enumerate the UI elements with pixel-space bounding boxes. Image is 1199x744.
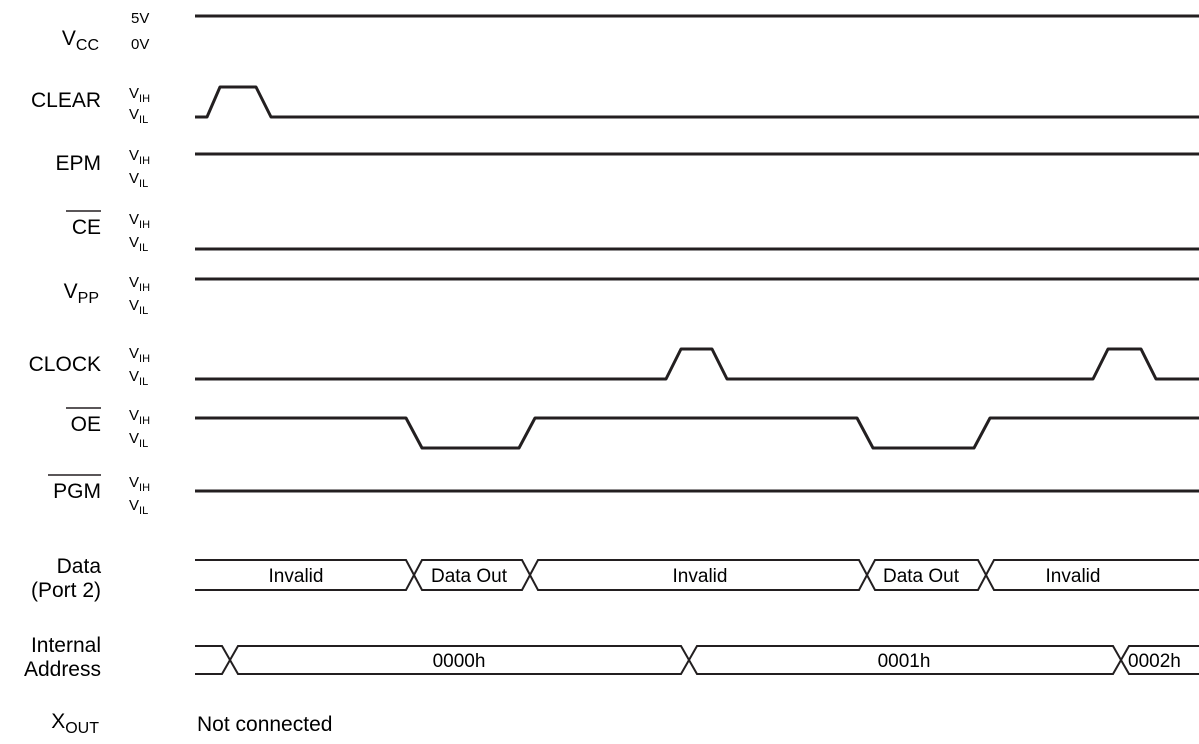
oe-vih-label: VIH (129, 407, 150, 427)
xout-label: XOUT (51, 710, 99, 737)
clock-waveform (195, 347, 1199, 381)
clear-label: CLEAR (31, 89, 101, 112)
address-segment-3: 0002h (1128, 651, 1181, 672)
epm-label: EPM (55, 152, 101, 175)
ce-vil-label: VIL (129, 234, 148, 254)
epm-vih-label: VIH (129, 147, 150, 167)
vpp-label: VPP (64, 280, 99, 307)
clock-vil-label: VIL (129, 368, 148, 388)
ce-label: CE (72, 216, 101, 239)
address-bus-bottom (195, 657, 1199, 675)
data-label-line2: (Port 2) (31, 579, 101, 602)
vpp-vih-label: VIH (129, 274, 150, 294)
clear-vih-label: VIH (129, 85, 150, 105)
address-bus-top (195, 645, 1199, 663)
data-label-line1: Data (57, 555, 102, 578)
data-segment-1: Invalid (269, 566, 324, 587)
oe-vil-label: VIL (129, 430, 148, 450)
ce-vih-label: VIH (129, 211, 150, 231)
data-segment-3: Invalid (673, 566, 728, 587)
pgm-vih-label: VIH (129, 474, 150, 494)
oe-waveform (195, 416, 1199, 450)
clock-vih-label: VIH (129, 345, 150, 365)
vpp-vil-label: VIL (129, 297, 148, 317)
pgm-vil-label: VIL (129, 497, 148, 517)
data-segment-5: Invalid (1046, 566, 1101, 587)
data-bus-top (195, 559, 1199, 578)
data-segment-2: Data Out (431, 566, 508, 587)
data-segment-4: Data Out (883, 566, 960, 587)
address-label-line1: Internal (31, 634, 101, 657)
clear-waveform (195, 85, 1199, 119)
clear-vil-label: VIL (129, 106, 148, 126)
vcc-label: VCC (62, 27, 99, 54)
vcc-high-level: 5V (131, 10, 149, 27)
oe-label: OE (71, 413, 101, 436)
epm-vil-label: VIL (129, 170, 148, 190)
vcc-low-level: 0V (131, 36, 149, 53)
pgm-label: PGM (53, 480, 101, 503)
address-segment-1: 0000h (433, 651, 486, 672)
xout-status: Not connected (197, 713, 332, 736)
address-label-line2: Address (24, 658, 101, 681)
data-bus-bottom (195, 572, 1199, 591)
clock-label: CLOCK (29, 353, 101, 376)
address-segment-2: 0001h (878, 651, 931, 672)
